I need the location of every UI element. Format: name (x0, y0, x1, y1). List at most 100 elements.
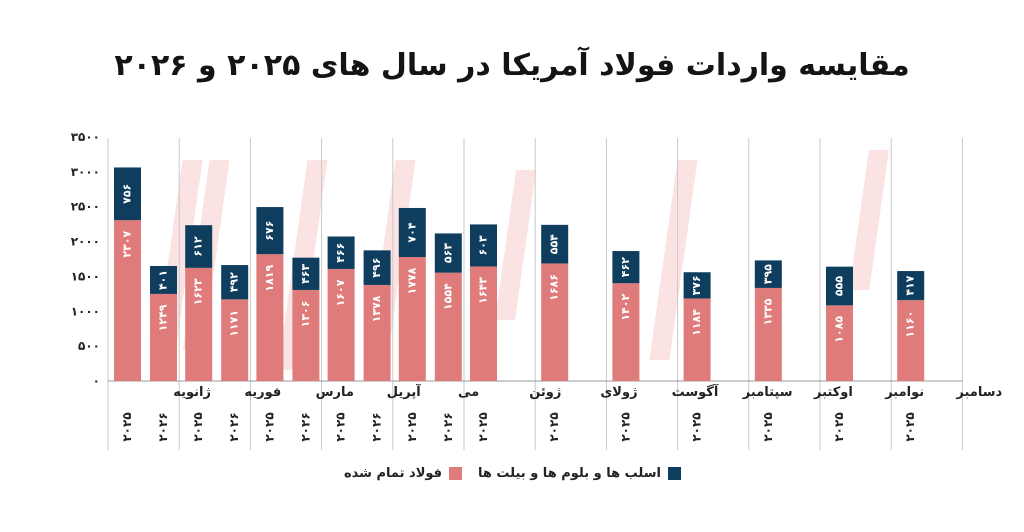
month-label: فوریه (244, 385, 281, 400)
bar-finished (114, 220, 141, 381)
year-label: ۲۰۲۵ (334, 412, 348, 441)
month-label: ژولای (600, 385, 637, 400)
data-label-semi: ۴۱۷ (904, 275, 917, 295)
data-label-semi: ۴۶۶ (334, 243, 347, 263)
year-label: ۲۰۲۵ (547, 412, 561, 441)
year-label: ۲۰۲۵ (832, 412, 846, 441)
bar-finished (221, 299, 249, 381)
year-label: ۲۰۲۵ (761, 412, 775, 441)
data-label-semi: ۳۹۵ (761, 264, 774, 284)
y-tick-label: ۰ (93, 374, 100, 388)
month-label: دسامبر (955, 385, 1002, 400)
year-label: ۲۰۲۵ (690, 412, 704, 441)
month-label: سپتامبر (742, 385, 793, 400)
y-tick-label: ۱۵۰۰ (71, 269, 100, 283)
month-label: اوکتبر (813, 385, 853, 400)
data-label-finished: ۱۳۰۶ (299, 301, 312, 328)
year-label: ۲۰۲۵ (120, 412, 134, 441)
data-label-semi: ۴۰۱ (157, 270, 170, 290)
year-label: ۲۰۲۶ (370, 412, 384, 441)
data-label-finished: ۱۷۷۸ (405, 267, 418, 294)
year-label: ۲۰۲۵ (191, 412, 205, 441)
bar-finished (683, 298, 711, 381)
bar-semi (292, 257, 320, 290)
bar-finished (185, 267, 213, 381)
month-label: آگوست (672, 383, 719, 400)
bar-semi (327, 236, 355, 269)
data-label-semi: ۵۵۴ (548, 234, 561, 254)
bar-finished (541, 263, 569, 381)
year-label: ۲۰۲۵ (405, 412, 419, 441)
legend-swatch-finished (449, 467, 463, 480)
data-label-finished: ۱۱۸۴ (690, 309, 703, 336)
data-label-semi: ۶۱۲ (192, 236, 205, 256)
data-label-semi: ۵۶۳ (441, 243, 454, 263)
data-label-finished: ۱۵۵۴ (441, 283, 454, 310)
bar-finished (150, 293, 177, 381)
bar-semi (398, 207, 426, 258)
legend-item-finished: فولاد تمام شده (344, 466, 463, 481)
chart-title: مقایسه واردات فولاد آمریکا در سال های ۲۰… (114, 48, 910, 83)
data-label-semi: ۷۵۶ (121, 184, 134, 204)
y-tick-label: ۳۰۰۰ (71, 165, 100, 179)
data-label-semi: ۶۷۶ (263, 221, 276, 241)
month-label: نوامبر (884, 385, 924, 400)
data-label-semi: ۳۷۶ (690, 275, 703, 295)
data-label-finished: ۱۶۰۷ (334, 279, 347, 306)
year-label: ۲۰۲۵ (618, 412, 632, 441)
data-label-semi: ۶۰۳ (477, 235, 490, 255)
data-label-semi: ۴۹۲ (228, 272, 241, 292)
bar-semi (114, 167, 141, 221)
bar-finished (256, 254, 284, 381)
data-label-finished: ۱۶۸۶ (548, 274, 561, 301)
data-label-finished: ۱۱۶۰ (904, 311, 917, 338)
bar-finished (434, 272, 462, 381)
y-tick-label: ۲۰۰۰ (71, 235, 100, 249)
data-label-finished: ۱۰۸۵ (833, 316, 846, 343)
bar-finished (826, 305, 853, 381)
bar-semi (754, 260, 782, 288)
legend-item-semi: اسلب ها و بلوم ها و بیلت ها (478, 466, 681, 481)
data-label-semi: ۷۰۴ (405, 222, 418, 242)
bar-semi (150, 265, 177, 294)
year-label: ۲۰۲۶ (298, 412, 312, 441)
data-label-finished: ۲۳۰۷ (121, 230, 134, 257)
year-label: ۲۰۲۶ (156, 412, 170, 441)
data-label-semi: ۴۹۶ (370, 258, 383, 278)
bar-semi (826, 266, 853, 306)
y-tick-label: ۵۰۰ (78, 339, 100, 353)
month-label: ژوئن (529, 385, 561, 400)
y-tick-label: ۱۰۰۰ (71, 304, 100, 318)
bar-finished (398, 257, 426, 381)
year-label: ۲۰۲۶ (441, 412, 455, 441)
watermark-shape (849, 150, 889, 290)
bar-semi (434, 233, 462, 273)
year-label: ۲۰۲۵ (903, 412, 917, 441)
month-label: مارس (316, 385, 354, 400)
bar-semi (897, 271, 925, 301)
bar-finished (612, 283, 640, 381)
bar-semi (612, 251, 640, 284)
data-label-semi: ۴۶۲ (619, 257, 632, 277)
data-label-finished: ۱۶۴۳ (477, 277, 490, 304)
data-label-finished: ۱۸۱۹ (263, 264, 276, 291)
data-label-finished: ۱۲۴۹ (157, 304, 170, 331)
bar-semi (221, 265, 249, 300)
bar-semi (256, 207, 284, 255)
data-label-finished: ۱۱۷۱ (228, 310, 241, 337)
data-label-semi: ۵۵۵ (833, 276, 846, 296)
bar-semi (470, 224, 497, 267)
data-label-semi: ۴۶۳ (299, 263, 312, 283)
bar-finished (292, 289, 320, 381)
legend-label-finished: فولاد تمام شده (344, 466, 443, 481)
bar-finished (897, 300, 925, 381)
watermark-shape (649, 160, 698, 360)
bar-finished (754, 287, 782, 381)
month-label: می (458, 385, 479, 400)
data-label-finished: ۱۳۷۸ (370, 295, 383, 322)
data-label-finished: ۱۴۰۲ (619, 294, 632, 321)
bar-semi (683, 272, 711, 299)
bar-finished (363, 284, 391, 381)
bar-semi (541, 224, 569, 264)
